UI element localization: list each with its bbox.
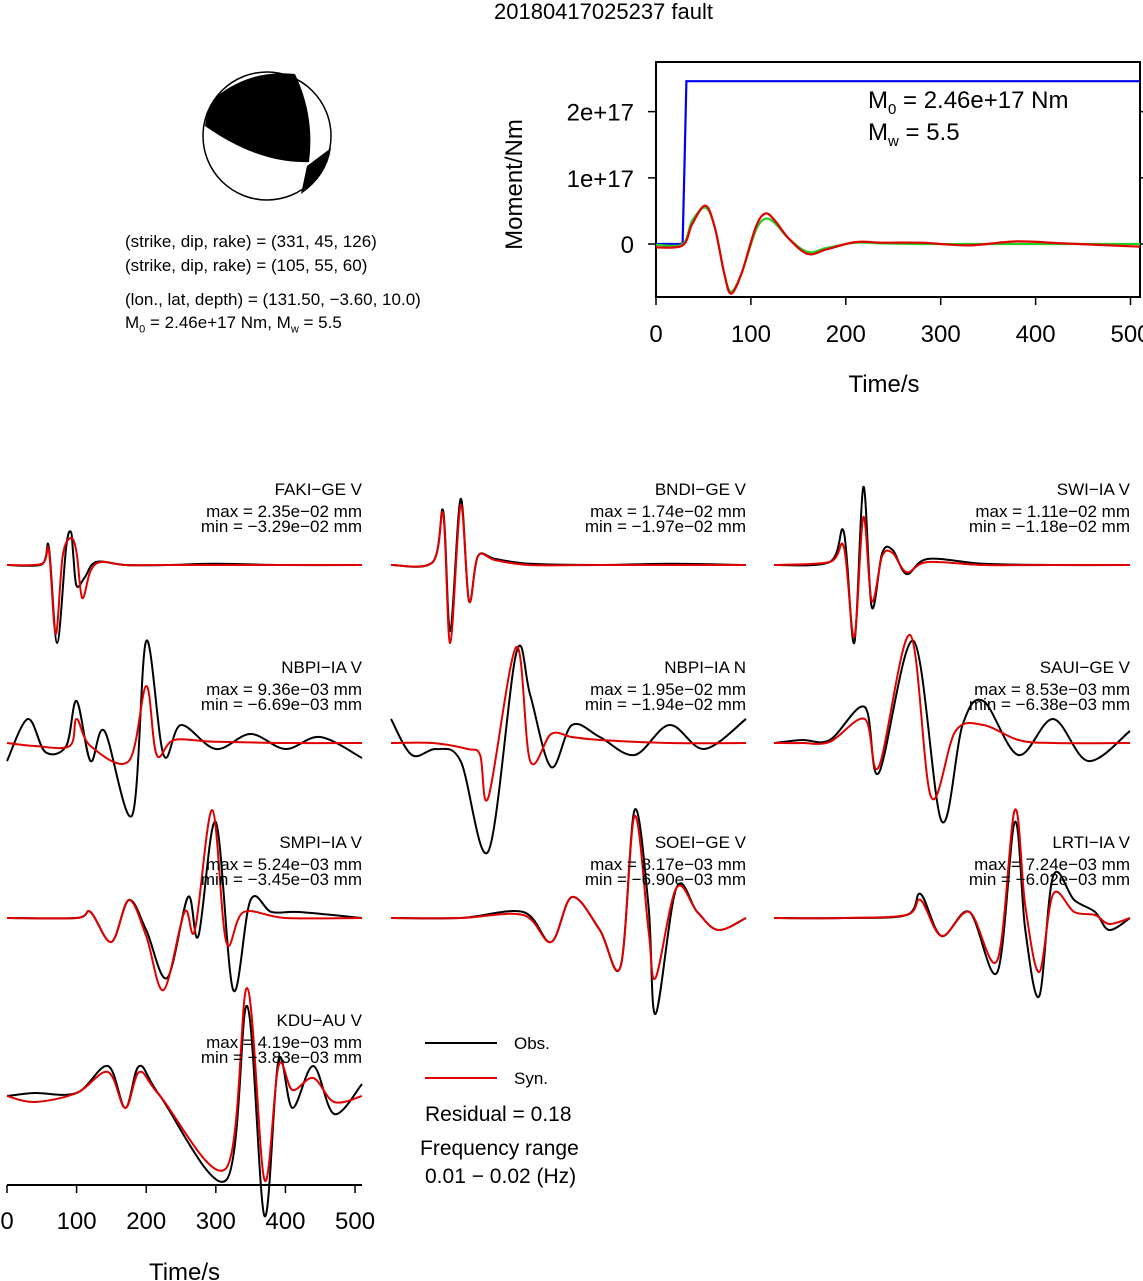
moment-m0-label: M0 = 2.46e+17 Nm: [868, 87, 1069, 118]
waveform-syn-trace: [6, 986, 363, 1182]
waveform-x-tick-label: 100: [57, 1208, 97, 1235]
station-max: max = 2.35e−02 mm: [206, 502, 362, 521]
moment-series-cumulative: [656, 80, 1140, 246]
waveform-obs-trace: [773, 485, 1131, 645]
moment-y-tick-label: 2e+17: [567, 100, 634, 127]
mechanism-nodal-plane-2: (strike, dip, rake) = (105, 55, 60): [125, 256, 368, 275]
moment-x-tick-label: 200: [826, 321, 866, 348]
waveform-obs-trace: [390, 644, 747, 855]
legend-obs-label: Obs.: [514, 1034, 550, 1053]
residual-label: Residual = 0.18: [425, 1103, 572, 1126]
waveform-obs-trace: [773, 639, 1131, 824]
station-min: min = −1.97e−02 mm: [585, 517, 746, 536]
moment-x-tick-label: 0: [649, 321, 662, 348]
station-min: min = −6.90e−03 mm: [585, 870, 746, 889]
station-name: NBPI−IA V: [281, 658, 362, 677]
moment-x-tick-label: 400: [1016, 321, 1056, 348]
mechanism-nodal-plane-1: (strike, dip, rake) = (331, 45, 126): [125, 232, 377, 251]
moment-plot-frame: [655, 61, 1141, 298]
station-name: FAKI−GE V: [275, 480, 363, 499]
station-max: max = 4.19e−03 mm: [206, 1033, 362, 1052]
waveform-obs-trace: [773, 820, 1131, 999]
waveform-x-tick-label: 200: [126, 1208, 166, 1235]
station-min: min = −3.83e−03 mm: [201, 1048, 362, 1067]
moment-mw-label: Mw = 5.5: [868, 119, 960, 150]
frequency-range-label: Frequency range: [420, 1137, 579, 1160]
waveform-x-tick-label: 300: [196, 1208, 236, 1235]
waveform-syn-trace: [6, 537, 362, 636]
waveform-syn-trace: [390, 645, 747, 802]
station-name: LRTI−IA V: [1052, 833, 1130, 852]
station-min: min = −3.29e−02 mm: [201, 517, 362, 536]
waveform-syn-trace: [6, 808, 363, 992]
mechanism-magnitude: M0 = 2.46e+17 Nm, Mw = 5.5: [125, 313, 342, 336]
station-min: min = −6.38e−03 mm: [969, 695, 1130, 714]
moment-y-tick-label: 1e+17: [567, 166, 634, 193]
frequency-range-value: 0.01 − 0.02 (Hz): [425, 1165, 577, 1188]
moment-y-axis-label: Moment/Nm: [501, 119, 528, 250]
station-name: SAUI−GE V: [1040, 658, 1131, 677]
station-max: max = 1.74e−02 mm: [590, 502, 746, 521]
waveform-x-tick-label: 500: [335, 1208, 375, 1235]
station-min: min = −1.94e−02 mm: [585, 695, 746, 714]
station-max: max = 8.53e−03 mm: [974, 680, 1130, 699]
station-name: SWI−IA V: [1057, 480, 1131, 499]
station-min: min = −1.18e−02 mm: [969, 517, 1130, 536]
moment-x-axis-label: Time/s: [848, 371, 919, 398]
legend-lines: [425, 1042, 497, 1079]
station-name: NBPI−IA N: [664, 658, 746, 677]
figure-title: 20180417025237 fault: [494, 0, 713, 24]
station-min: min = −6.69e−03 mm: [201, 695, 362, 714]
moment-x-tick-label: 500: [1110, 321, 1143, 348]
waveform-syn-trace: [390, 503, 746, 645]
moment-x-tick-label: 300: [921, 321, 961, 348]
waveform-x-tick-label: 0: [0, 1208, 13, 1235]
waveform-x-tick-label: 400: [265, 1208, 305, 1235]
station-name: KDU−AU V: [277, 1011, 363, 1030]
station-max: max = 1.95e−02 mm: [590, 680, 746, 699]
waveform-syn-trace: [6, 684, 363, 765]
waveform-syn-trace: [773, 633, 1131, 801]
beach-ball-icon: [202, 71, 332, 201]
station-max: max = 5.24e−03 mm: [206, 855, 362, 874]
waveform-syn-trace: [773, 515, 1130, 639]
station-max: max = 7.24e−03 mm: [974, 855, 1130, 874]
waveform-syn-trace: [390, 814, 747, 981]
station-max: max = 8.17e−03 mm: [590, 855, 746, 874]
moment-series-rate_red: [655, 204, 1141, 295]
station-max: max = 9.36e−03 mm: [206, 680, 362, 699]
moment-y-tick-label: 0: [621, 232, 634, 259]
station-min: min = −6.02e−03 mm: [969, 870, 1130, 889]
mechanism-location: (lon., lat, depth) = (131.50, −3.60, 10.…: [125, 290, 421, 309]
legend-syn-label: Syn.: [514, 1069, 549, 1088]
station-name: BNDI−GE V: [655, 480, 747, 499]
station-max: max = 1.11e−02 mm: [975, 502, 1130, 521]
waveform-x-axis-label: Time/s: [149, 1259, 220, 1281]
moment-series-rate_green: [655, 206, 1140, 293]
waveform-syn-trace: [773, 808, 1131, 974]
station-name: SMPI−IA V: [279, 833, 362, 852]
station-min: min = −3.45e−03 mm: [201, 870, 362, 889]
station-name: SOEI−GE V: [655, 833, 747, 852]
moment-x-tick-label: 100: [731, 321, 771, 348]
